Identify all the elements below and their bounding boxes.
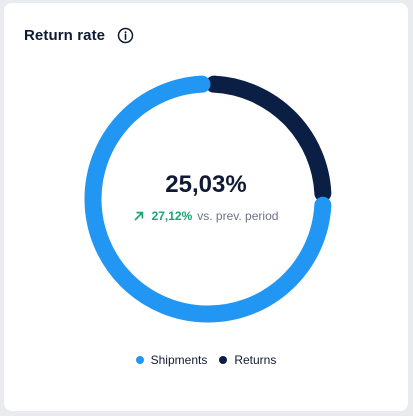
return-rate-card: Return rate 25,03% 27,12% vs. prev. peri…: [4, 3, 408, 411]
legend-label-returns: Returns: [234, 353, 277, 367]
donut-slice-returns[interactable]: [205, 75, 332, 202]
trend-row: 27,12% vs. prev. period: [4, 209, 408, 223]
card-header: Return rate: [24, 27, 134, 44]
card-title: Return rate: [24, 27, 106, 44]
legend-item-shipments[interactable]: Shipments: [135, 353, 208, 367]
trend-value: 27,12%: [151, 209, 193, 223]
donut-chart: [84, 75, 332, 323]
trend-label: vs. prev. period: [197, 209, 279, 223]
legend-label-shipments: Shipments: [150, 353, 208, 367]
info-icon[interactable]: [117, 27, 134, 44]
donut-slice-shipments[interactable]: [84, 75, 332, 323]
return-rate-value: 25,03%: [165, 171, 247, 198]
legend-item-returns[interactable]: Returns: [219, 353, 276, 367]
legend-dot-returns: [219, 356, 228, 364]
arrow-up-right-icon: [134, 211, 143, 221]
chart-legend: Shipments Returns: [4, 353, 408, 367]
legend-dot-shipments: [135, 356, 144, 364]
